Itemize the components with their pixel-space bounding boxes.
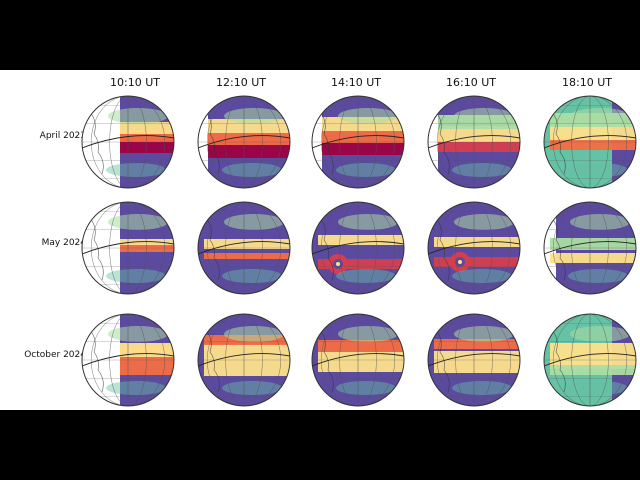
globe-panel-r3-c5 — [543, 313, 637, 407]
globe-panel-r3-c2 — [197, 313, 291, 407]
globe-panel-r2-c3 — [311, 201, 405, 295]
globe-outline — [543, 95, 637, 189]
globe-panel-r2-c1 — [81, 201, 175, 295]
column-title-3: 14:10 UT — [331, 76, 381, 89]
globe-outline — [543, 201, 637, 295]
globe-panel-r1-c2 — [197, 95, 291, 189]
globe-outline — [311, 95, 405, 189]
globe-maps — [81, 95, 637, 407]
globe-outline — [81, 201, 175, 295]
globe-panel-r2-c2 — [197, 201, 291, 295]
globe-panel-r3-c3 — [311, 313, 405, 407]
globe-outline — [311, 313, 405, 407]
globe-panel-r2-c4 — [427, 201, 521, 295]
globe-panel-r1-c5 — [543, 95, 637, 189]
globe-outline — [311, 201, 405, 295]
globe-panel-r2-c5 — [543, 201, 637, 295]
row-label-may-2024: May 2024 — [41, 238, 86, 248]
column-title-5: 18:10 UT — [562, 76, 612, 89]
globe-panel-r3-c1 — [81, 313, 175, 407]
globe-outline — [81, 313, 175, 407]
globe-outline — [81, 95, 175, 189]
globe-panel-r3-c4 — [427, 313, 521, 407]
globe-map-grid-figure: 10:10 UT 12:10 UT 14:10 UT 16:10 UT 18:1… — [0, 70, 640, 410]
globe-panel-r1-c3 — [311, 95, 405, 189]
globe-outline — [427, 201, 521, 295]
column-title-4: 16:10 UT — [446, 76, 496, 89]
globe-outline — [197, 95, 291, 189]
globe-outline — [427, 313, 521, 407]
row-label-april-2023: April 2023 — [39, 131, 86, 141]
globe-outline — [543, 313, 637, 407]
row-label-october-2024: October 2024 — [24, 350, 86, 360]
globe-panel-r1-c4 — [427, 95, 521, 189]
column-title-1: 10:10 UT — [110, 76, 160, 89]
globe-panel-r1-c1 — [81, 95, 175, 189]
globe-outline — [427, 95, 521, 189]
column-title-2: 12:10 UT — [216, 76, 266, 89]
globe-outline — [197, 201, 291, 295]
globe-outline — [197, 313, 291, 407]
